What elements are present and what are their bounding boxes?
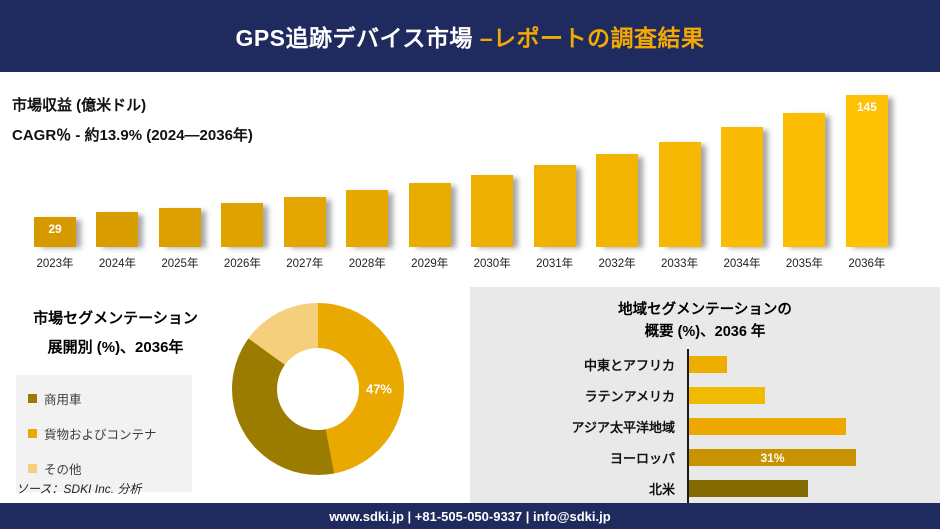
revenue-bar (658, 142, 701, 247)
deployment-title-line2: 展開別 (%)、2036年 (47, 338, 184, 356)
legend-item: 貨物およびコンテナ (28, 424, 180, 443)
region-title-line1: 地域セグメンテーションの (618, 302, 792, 318)
revenue-bar (783, 113, 826, 247)
region-label: ラテンアメリカ (584, 389, 675, 404)
region-bar-track: 31% (687, 442, 900, 473)
legend-label: その他 (44, 463, 82, 477)
legend-label: 商用車 (44, 393, 82, 407)
revenue-bar (283, 197, 326, 247)
region-bar: 31% (689, 449, 856, 466)
revenue-bar (158, 208, 201, 247)
region-title: 地域セグメンテーションの 概要 (%)、2036 年 (470, 299, 940, 344)
revenue-bar-year-label: 2023年 (36, 258, 74, 270)
revenue-bar-year-label: 2035年 (785, 258, 823, 270)
revenue-bar-column: 2026年 (221, 203, 264, 271)
region-label: 北米 (648, 482, 675, 497)
revenue-bar-column: 2027年 (283, 197, 326, 271)
revenue-bar: 145 (845, 95, 888, 247)
revenue-bar-column: 2032年 (596, 154, 639, 271)
region-bar-row: ラテンアメリカ (480, 380, 900, 411)
region-bar-row: 北米 (480, 473, 900, 504)
deployment-title: 市場セグメンテーション 展開別 (%)、2036年 (8, 305, 223, 362)
page-title-accent: –レポートの調査結果 (479, 25, 705, 51)
revenue-bar (96, 212, 139, 247)
revenue-bar-year-label: 2024年 (98, 258, 136, 270)
revenue-bar-column: 2031年 (533, 165, 576, 271)
revenue-bar-column: 2029年 (408, 183, 451, 271)
legend-item: その他 (28, 459, 180, 478)
revenue-bar-year-label: 2027年 (286, 258, 324, 270)
region-title-line2: 概要 (%)、2036 年 (644, 324, 766, 341)
legend-swatch (28, 464, 37, 473)
page-title: GPS追跡デバイス市場 –レポートの調査結果 (235, 19, 704, 53)
region-label: 中東とアフリカ (583, 358, 675, 373)
region-bar-row: アジア太平洋地域 (480, 411, 900, 442)
revenue-bar-column: 2030年 (471, 175, 514, 271)
legend-swatch (28, 429, 37, 438)
revenue-bar-column: 145 2036年 (845, 95, 888, 271)
revenue-bar-year-label: 2028年 (348, 258, 386, 270)
footer-bar: www.sdki.jp | +81-505-050-9337 | info@sd… (0, 503, 940, 529)
revenue-bar-column: 2035年 (783, 113, 826, 271)
revenue-cagr-label: CAGR％ - 約13.9% (2024―2036年) (12, 127, 253, 144)
page-title-main: GPS追跡デバイス市場 (235, 25, 480, 51)
deployment-segmentation-panel: 市場セグメンテーション 展開別 (%)、2036年 47% 商用車貨物およびコン… (0, 287, 470, 503)
revenue-bar-year-label: 2026年 (223, 258, 261, 270)
revenue-bar (346, 190, 389, 247)
revenue-bar-year-label: 2032年 (598, 258, 636, 270)
region-bar-row: ヨーロッパ 31% (480, 442, 900, 473)
revenue-bar-column: 2028年 (346, 190, 389, 271)
donut-value-label: 47% (365, 381, 392, 397)
region-bar-row: 中東とアフリカ (480, 349, 900, 380)
revenue-bar-chart: 29 2023年 2024年 2025年 2026年 2027年 2028年 2029年 203… (34, 95, 888, 271)
revenue-section: 市場収益 (億米ドル) CAGR％ - 約13.9% (2024―2036年) … (0, 72, 940, 287)
legend-swatch (28, 394, 37, 403)
region-bar-track (687, 380, 900, 411)
legend-label: 貨物およびコンテナ (44, 428, 157, 442)
revenue-bar-year-label: 2036年 (848, 258, 886, 270)
revenue-bar-value-label: 145 (856, 100, 877, 114)
region-label: ヨーロッパ (609, 451, 675, 466)
revenue-bar-value-label: 29 (48, 222, 62, 236)
revenue-bar-year-label: 2029年 (411, 258, 449, 270)
region-bar-chart: 中東とアフリカ ラテンアメリカアジア太平洋地域ヨーロッパ 31% 北米 (480, 349, 900, 504)
region-label: アジア太平洋地域 (571, 420, 675, 435)
footer-contact: www.sdki.jp | +81-505-050-9337 | info@sd… (329, 508, 611, 524)
revenue-bar-column: 2034年 (720, 127, 763, 271)
region-bar-value-label: 31% (760, 450, 785, 465)
revenue-bar-column: 2024年 (96, 212, 139, 271)
region-bar (689, 356, 727, 373)
region-bar-track (687, 473, 900, 504)
region-bar (689, 480, 808, 497)
revenue-bar-year-label: 2025年 (161, 258, 199, 270)
region-bar (689, 418, 846, 435)
revenue-bar (408, 183, 451, 247)
revenue-bar: 29 (34, 217, 76, 247)
revenue-bar (596, 154, 639, 247)
deployment-legend: 商用車貨物およびコンテナ その他 (16, 375, 192, 492)
deployment-title-line1: 市場セグメンテーション (33, 310, 198, 327)
revenue-bar-column: 2033年 (658, 142, 701, 271)
revenue-bar-year-label: 2030年 (473, 258, 511, 270)
deployment-donut-chart: 47% (232, 303, 404, 475)
revenue-bar (533, 165, 576, 247)
donut-hole (277, 348, 359, 430)
revenue-bar (471, 175, 514, 247)
region-panel: 地域セグメンテーションの 概要 (%)、2036 年 中東とアフリカ ラテンアメリ… (470, 287, 940, 504)
legend-item: 商用車 (28, 389, 180, 408)
revenue-bar (221, 203, 264, 247)
region-bar-track (687, 349, 900, 380)
revenue-bar-column: 29 2023年 (34, 217, 76, 271)
revenue-bar-year-label: 2031年 (536, 258, 574, 270)
region-bar-track (687, 411, 900, 442)
source-note: ソース：SDKI Inc. 分析 (16, 482, 142, 496)
region-bar (689, 387, 765, 404)
revenue-bar-year-label: 2033年 (660, 258, 699, 270)
revenue-bar-column: 2025年 (158, 208, 201, 271)
revenue-axis-label: 市場収益 (億米ドル) (12, 97, 147, 114)
revenue-bar-year-label: 2034年 (723, 258, 761, 270)
revenue-bar (720, 127, 763, 247)
report-header: GPS追跡デバイス市場 –レポートの調査結果 (0, 0, 940, 72)
